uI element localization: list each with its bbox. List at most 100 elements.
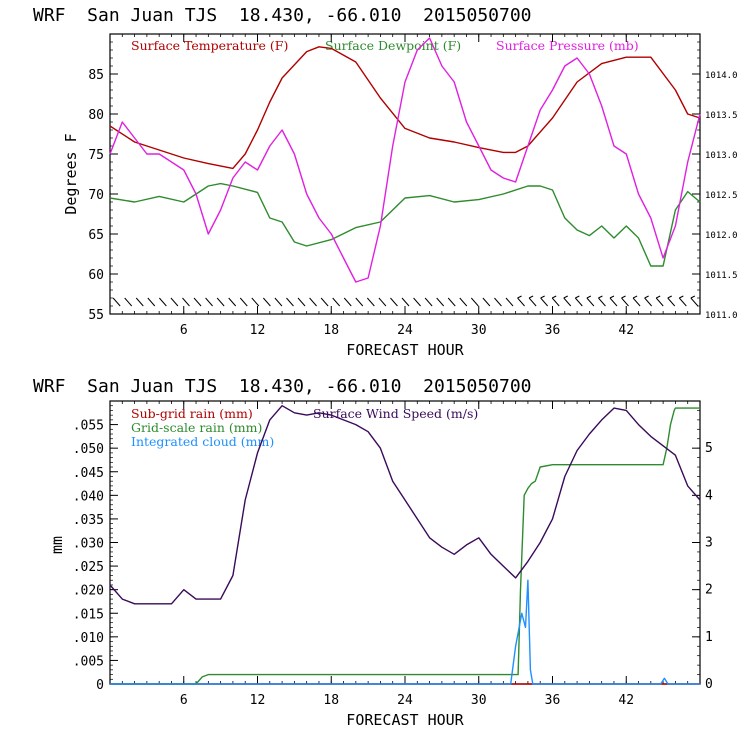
y-tick-label: 80 <box>88 108 104 123</box>
y-tick-label: 0 <box>96 678 104 693</box>
wind-barb <box>424 297 433 307</box>
wind-barb <box>517 297 525 307</box>
wind-barb <box>621 297 629 307</box>
y2-tick-label: 1013.0 <box>705 151 738 161</box>
wind-barb-flag <box>690 295 696 299</box>
wind-barb <box>586 297 595 307</box>
wind-barb <box>401 297 410 307</box>
wind-barb <box>262 297 271 307</box>
y-tick-label: .025 <box>73 560 104 575</box>
x-tick-label: 36 <box>545 693 561 708</box>
y2-tick-label: 1014.0 <box>705 71 738 81</box>
wind-barb-flag <box>551 295 557 299</box>
wind-barb <box>644 297 653 307</box>
y-tick-label: 65 <box>88 228 104 243</box>
bottom-series-lines <box>109 405 701 685</box>
y2-tick-label: 1 <box>705 630 713 645</box>
y2-tick-label: 4 <box>705 488 713 503</box>
wind-barb <box>216 297 225 307</box>
wind-barb <box>494 297 502 307</box>
y-tick-label: .040 <box>73 489 104 504</box>
wind-barb-flag <box>644 295 649 299</box>
wind-barb <box>170 297 179 307</box>
y-tick-label: .020 <box>73 584 104 599</box>
top-axis-ticks: 6 12 18 24 30 36 42 55 60 65 70 75 80 85 1011.0 1011.5 1… <box>88 33 738 338</box>
y2-tick-label: 1013.5 <box>705 111 738 121</box>
x-tick-label: 30 <box>471 693 487 708</box>
legend-sub-grid-rain: Sub-grid rain (mm) <box>131 406 253 421</box>
y-tick-label: .050 <box>73 442 104 457</box>
y2-tick-label: 5 <box>705 441 713 456</box>
series-line-surface-wind-speed-m-s <box>109 405 701 605</box>
series-line-surface-temperature-f <box>109 46 701 170</box>
wind-barb <box>667 297 676 307</box>
wind-barb-flag <box>679 295 684 299</box>
bottom-panel: Sub-grid rain (mm) Grid-scale rain (mm) … <box>48 400 713 729</box>
wind-barb <box>193 297 202 307</box>
y-tick-label: 55 <box>88 308 104 323</box>
wind-barb-flag <box>517 295 522 299</box>
wind-barb-flag <box>563 295 568 299</box>
x-tick-label: 24 <box>397 693 413 708</box>
wind-barb <box>609 297 618 307</box>
wind-barb <box>274 297 283 307</box>
x-tick-label: 18 <box>323 323 339 338</box>
wind-barb <box>574 297 583 307</box>
wind-barb <box>551 297 560 307</box>
wind-barb <box>528 297 537 307</box>
wind-barb <box>135 297 144 307</box>
bottom-y-axis-label: mm <box>48 536 66 554</box>
y-tick-label: 60 <box>88 268 104 283</box>
wind-barb <box>690 297 699 307</box>
legend-grid-scale-rain: Grid-scale rain (mm) <box>131 420 262 435</box>
wind-barb-flag <box>609 295 615 299</box>
wind-barb <box>355 297 364 307</box>
y-tick-label: .010 <box>73 631 104 646</box>
legend-surface-wind-speed: Surface Wind Speed (m/s) <box>313 406 478 421</box>
wind-barb <box>158 297 167 307</box>
y-tick-label: 85 <box>88 68 104 83</box>
y2-tick-label: 1012.5 <box>705 191 738 201</box>
wind-barb-flag <box>586 295 592 299</box>
wind-barb <box>470 297 479 307</box>
y-tick-label: .035 <box>73 513 104 528</box>
wind-barb-flag <box>621 295 626 299</box>
wind-barb <box>205 297 213 307</box>
wind-barb <box>286 297 294 307</box>
wind-barb <box>251 297 260 307</box>
wind-barb <box>297 297 306 307</box>
wind-barb <box>390 297 398 307</box>
x-tick-label: 12 <box>250 693 266 708</box>
series-line-surface-dewpoint-f <box>109 182 701 267</box>
wind-barb-flag <box>598 295 603 299</box>
wind-barb <box>182 297 190 307</box>
bottom-panel-header: WRF San Juan TJS 18.430, -66.010 2015050… <box>33 376 532 397</box>
wind-barb <box>447 297 456 307</box>
y-tick-label: .030 <box>73 537 104 552</box>
top-y-axis-label: Degrees F <box>62 133 80 214</box>
y-tick-label: 70 <box>88 188 104 203</box>
wind-barbs <box>112 295 699 307</box>
wind-barb <box>655 297 664 307</box>
series-line-surface-pressure-mb <box>109 37 701 283</box>
wind-barb-flag <box>528 295 534 299</box>
x-tick-label: 18 <box>323 693 339 708</box>
y-tick-label: .045 <box>73 466 104 481</box>
wind-barb <box>540 297 549 307</box>
legend-surface-temperature: Surface Temperature (F) <box>131 38 288 53</box>
y2-tick-label: 0 <box>705 677 713 692</box>
top-series-lines <box>109 37 701 283</box>
wind-barb <box>124 297 133 307</box>
wind-barb <box>147 297 156 307</box>
wind-barb <box>320 297 329 307</box>
wind-barb <box>482 297 491 307</box>
wind-barb <box>112 297 121 307</box>
wind-barb <box>228 297 237 307</box>
y2-tick-label: 1011.5 <box>705 271 738 281</box>
x-tick-label: 6 <box>180 323 188 338</box>
wind-barb-flag <box>667 295 672 299</box>
y-tick-label: 75 <box>88 148 104 163</box>
wind-barb <box>563 297 572 307</box>
legend-surface-dewpoint: Surface Dewpoint (F) <box>325 38 461 53</box>
